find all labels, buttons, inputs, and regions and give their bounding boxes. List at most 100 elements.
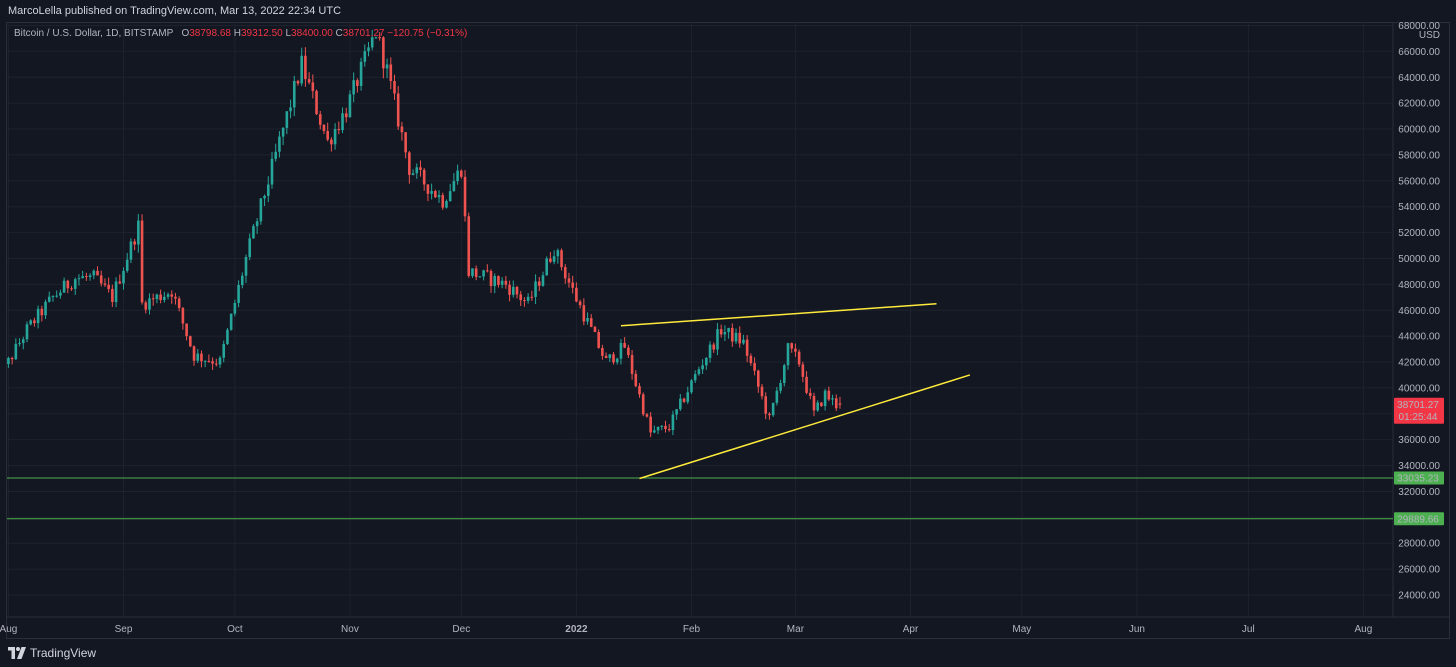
candle-body [504, 280, 508, 285]
change-value: −120.75 (−0.31%) [387, 28, 468, 39]
candle-body [292, 81, 296, 108]
support-price-label: 33035.23 [1397, 474, 1439, 485]
candle-body [593, 326, 597, 333]
y-tick-label: 46000.00 [1398, 306, 1440, 317]
support-price-tag [1394, 512, 1444, 526]
candle-body [203, 360, 207, 362]
candles-group [0, 29, 842, 438]
candle-body [170, 294, 174, 297]
candle-body [667, 429, 671, 431]
candle-body [367, 47, 370, 52]
candle-body [686, 392, 690, 402]
candle-body [185, 323, 188, 337]
candle-body [237, 284, 240, 303]
candle-body [88, 275, 92, 278]
candle-body [18, 343, 21, 345]
tradingview-logo[interactable]: TradingView [8, 646, 96, 660]
candle-body [47, 296, 51, 302]
candle-body [129, 241, 133, 260]
candle-body [838, 403, 842, 405]
symbol-legend: Bitcoin / U.S. Dollar, 1D, BITSTAMP O387… [14, 28, 467, 39]
candle-body [315, 90, 318, 115]
high-label: H [233, 28, 241, 39]
candle-body [222, 344, 226, 358]
candle-body [734, 332, 738, 342]
candle-body [281, 127, 285, 137]
support-price-tag [1394, 471, 1444, 485]
candle-body [3, 364, 6, 379]
candle-body [166, 294, 170, 297]
candle-body [537, 281, 541, 286]
candle-body [749, 355, 753, 364]
candle-body [615, 358, 619, 363]
y-tick-label: 40000.00 [1398, 383, 1440, 394]
candle-body [582, 305, 586, 322]
candle-body [200, 353, 203, 362]
y-tick-label: 48000.00 [1398, 280, 1440, 291]
candle-body [289, 107, 292, 112]
candle-body [526, 296, 530, 301]
candle-body [33, 320, 36, 324]
price-chart[interactable]: 24000.0026000.0028000.0030000.0032000.00… [0, 0, 1456, 640]
candle-body [541, 275, 545, 286]
candle-body [745, 339, 749, 356]
candle-body [627, 347, 630, 356]
candle-body [59, 292, 62, 296]
countdown-label: 01:25:44 [1399, 412, 1438, 423]
candle-body [396, 93, 400, 127]
candle-body [70, 288, 73, 290]
candle-body [0, 375, 2, 379]
candle-body [155, 294, 159, 300]
candle-body [508, 284, 511, 295]
candle-body [422, 169, 426, 185]
candle-body [133, 241, 136, 245]
candle-body [816, 402, 819, 411]
candle-body [731, 327, 734, 342]
candle-body [701, 365, 704, 370]
candle-body [181, 307, 185, 324]
candle-body [571, 282, 574, 288]
candle-body [266, 184, 270, 196]
candle-body [192, 346, 196, 361]
candle-body [196, 353, 200, 361]
candle-body [66, 280, 70, 289]
candle-body [437, 195, 441, 198]
candle-body [530, 296, 534, 298]
x-tick-label: Jun [1129, 624, 1145, 635]
candle-body [226, 329, 229, 345]
candle-body [307, 79, 311, 83]
x-tick-label: Oct [227, 624, 243, 635]
y-tick-label: 56000.00 [1398, 176, 1440, 187]
candle-body [675, 409, 678, 415]
y-tick-label: 52000.00 [1398, 228, 1440, 239]
candle-body [456, 170, 459, 182]
candle-body [656, 426, 660, 431]
candle-body [549, 258, 552, 262]
candle-body [563, 267, 567, 279]
candle-body [797, 351, 801, 365]
candle-body [738, 332, 742, 344]
candle-body [21, 339, 25, 344]
candle-body [233, 302, 237, 314]
candle-body [385, 64, 389, 69]
candle-body [597, 332, 600, 348]
candle-body [333, 129, 337, 145]
y-tick-label: 62000.00 [1398, 99, 1440, 110]
y-tick-label: 36000.00 [1398, 435, 1440, 446]
candle-body [589, 318, 593, 327]
candle-body [727, 327, 730, 333]
candle-body [497, 276, 500, 285]
candle-body [77, 278, 81, 280]
candle-body [374, 37, 378, 39]
candle-body [679, 398, 682, 410]
candle-body [697, 369, 701, 375]
y-tick-label: 66000.00 [1398, 47, 1440, 58]
candle-body [122, 270, 125, 284]
support-price-label: 29889.66 [1397, 514, 1439, 525]
candle-body [270, 158, 274, 185]
candle-body [430, 190, 433, 194]
candle-body [664, 425, 667, 430]
y-tick-label: 34000.00 [1398, 461, 1440, 472]
candle-body [808, 392, 812, 396]
symbol-name[interactable]: Bitcoin / U.S. Dollar, 1D, BITSTAMP [14, 28, 174, 39]
